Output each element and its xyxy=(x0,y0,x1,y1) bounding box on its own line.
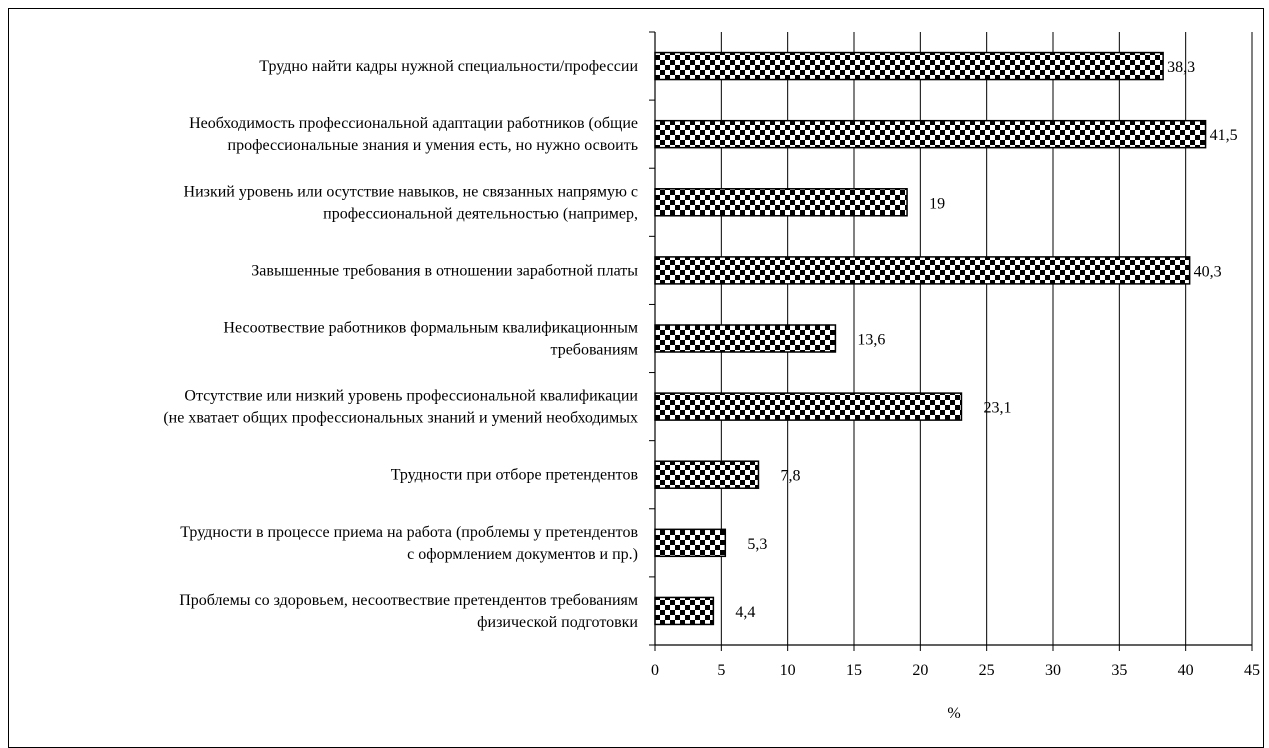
value-label: 4,4 xyxy=(735,604,755,621)
category-label: профессиональные знания и умения есть, н… xyxy=(228,137,638,154)
x-tick-label: 10 xyxy=(780,662,796,679)
category-label: физической подготовки xyxy=(477,614,638,631)
bar xyxy=(654,51,1164,81)
x-tick-label: 0 xyxy=(651,662,659,679)
x-tick-label: 25 xyxy=(979,662,995,679)
category-label: профессиональной деятельностью (например… xyxy=(323,205,638,222)
category-label: Трудности в процессе приема на работа (п… xyxy=(180,524,638,541)
category-label: Трудности при отборе претендентов xyxy=(391,467,639,484)
labels-group: 0 5 10 15 20 25 30 35 40 45 38,3 Трудно найти кадры… xyxy=(163,58,1260,679)
bar xyxy=(654,392,963,421)
value-label: 19 xyxy=(929,195,945,212)
bar xyxy=(654,324,837,353)
category-label: Несоотвествие работников формальным квал… xyxy=(223,320,638,337)
x-tick-label: 35 xyxy=(1111,662,1127,679)
category-label: Низкий уровень или осутствие навыков, не… xyxy=(184,183,638,200)
x-tick-label: 20 xyxy=(912,662,928,679)
category-label: Отсутствие или низкий уровень профессион… xyxy=(184,388,638,405)
bars-group xyxy=(654,51,1207,626)
bar xyxy=(654,596,715,626)
x-tick-label: 30 xyxy=(1045,662,1061,679)
x-axis-title: % xyxy=(947,705,960,722)
category-label: (не хватает общих профессиональных знани… xyxy=(163,410,638,427)
category-label: Проблемы со здоровьем, несоотвествие пре… xyxy=(179,592,638,609)
value-label: 40,3 xyxy=(1194,263,1222,280)
x-tick-label: 40 xyxy=(1178,662,1194,679)
x-tick-label: 45 xyxy=(1244,662,1260,679)
axes-group xyxy=(649,31,1253,651)
bar xyxy=(654,256,1191,285)
value-label: 5,3 xyxy=(747,536,767,553)
category-label: Завышенные требования в отношении зарабо… xyxy=(251,262,638,279)
value-label: 7,8 xyxy=(780,468,800,485)
x-tick-label: 15 xyxy=(846,662,862,679)
bar xyxy=(654,188,908,217)
category-label: требованиям xyxy=(551,342,638,359)
bar xyxy=(654,119,1207,149)
category-label: Трудно найти кадры нужной специальности/… xyxy=(259,58,638,75)
x-tick-label: 5 xyxy=(717,662,725,679)
value-label: 38,3 xyxy=(1167,59,1195,76)
category-label: с оформлением документов и пр.) xyxy=(407,546,638,563)
category-label: Необходимость профессиональной адаптации… xyxy=(189,115,638,132)
value-label: 41,5 xyxy=(1210,127,1238,144)
bar xyxy=(654,528,727,558)
bar xyxy=(654,460,760,489)
value-label: 13,6 xyxy=(857,332,885,349)
value-label: 23,1 xyxy=(983,400,1011,417)
